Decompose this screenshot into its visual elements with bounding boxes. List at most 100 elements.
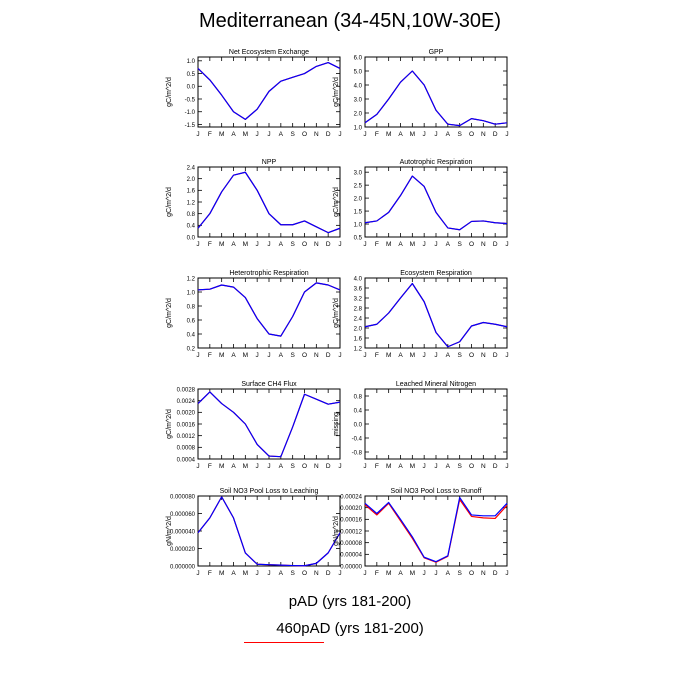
x-tick-label: S <box>290 131 295 138</box>
y-tick-label: -0.4 <box>352 436 363 442</box>
x-tick-label: D <box>493 463 498 470</box>
y-tick-label: 0.4 <box>187 224 196 230</box>
x-tick-label: J <box>434 352 437 359</box>
x-tick-label: F <box>375 570 379 577</box>
series-line-0 <box>364 282 508 348</box>
x-tick-label: D <box>493 352 498 359</box>
x-tick-label: M <box>410 352 415 359</box>
x-tick-label: F <box>375 131 379 138</box>
y-tick-label: 0.00020 <box>340 506 362 512</box>
panel-4: Heterotrophic Respiration gC/m^2/d 0.2 0.4 0… <box>166 270 342 359</box>
y-tick-label: 4.0 <box>354 276 363 282</box>
panel-title: Autotrophic Respiration <box>400 159 473 166</box>
y-tick-label: 0.0024 <box>177 399 196 405</box>
x-tick-label: J <box>196 241 199 248</box>
panel-title: NPP <box>262 159 277 166</box>
y-tick-label: 0.0016 <box>177 422 196 428</box>
x-tick-label: S <box>290 241 295 248</box>
x-tick-label: M <box>386 463 391 470</box>
legend-entry-460pad: 460pAD (yrs 181-200) <box>276 620 424 637</box>
x-tick-label: M <box>386 570 391 577</box>
x-tick-label: A <box>279 570 284 577</box>
y-tick-label: 0.000000 <box>170 564 196 570</box>
y-axis-label: gC/m^2/d <box>333 298 340 328</box>
x-tick-label: A <box>231 352 236 359</box>
x-tick-label: S <box>290 463 295 470</box>
x-tick-label: M <box>243 463 248 470</box>
x-tick-label: J <box>338 352 341 359</box>
x-tick-label: M <box>410 463 415 470</box>
x-tick-label: J <box>256 131 259 138</box>
y-tick-label: -1.5 <box>185 123 196 129</box>
y-tick-label: 6.0 <box>354 55 363 61</box>
plot-frame <box>364 495 508 567</box>
x-tick-label: D <box>493 570 498 577</box>
x-tick-label: O <box>302 241 307 248</box>
x-tick-label: J <box>423 463 426 470</box>
series-line-0 <box>197 496 341 567</box>
y-tick-label: 1.2 <box>187 200 196 206</box>
y-tick-label: 0.00008 <box>340 541 362 547</box>
x-tick-label: O <box>302 570 307 577</box>
figure-title: Mediterranean (34-45N,10W-30E) <box>198 10 501 32</box>
x-tick-label: M <box>410 241 415 248</box>
y-tick-label: 1.0 <box>187 59 196 65</box>
plot-frame <box>364 56 508 128</box>
plot-frame <box>364 388 508 460</box>
x-tick-label: J <box>338 463 341 470</box>
x-tick-label: J <box>196 463 199 470</box>
y-tick-label: 1.5 <box>354 209 363 215</box>
x-tick-label: J <box>423 352 426 359</box>
series-line-0 <box>197 391 341 458</box>
x-tick-label: J <box>363 463 366 470</box>
x-tick-label: O <box>469 352 474 359</box>
y-axis-label: missing <box>333 412 340 436</box>
y-axis-label: gC/m^2/d <box>166 187 173 217</box>
x-tick-label: M <box>219 352 224 359</box>
x-tick-label: A <box>446 131 451 138</box>
y-tick-label: 0.0 <box>354 422 363 428</box>
y-tick-label: 5.0 <box>354 69 363 75</box>
panel-5: Ecosystem Respiration gC/m^2/d 1.2 1.6 2.0 2.… <box>333 270 509 359</box>
x-tick-label: S <box>290 570 295 577</box>
x-tick-label: M <box>243 352 248 359</box>
x-tick-label: N <box>314 241 319 248</box>
y-tick-label: 0.0020 <box>177 411 196 417</box>
x-tick-label: J <box>363 352 366 359</box>
y-tick-label: 0.0012 <box>177 434 196 440</box>
x-tick-label: M <box>386 352 391 359</box>
series-line-0 <box>364 175 508 231</box>
x-tick-label: J <box>196 352 199 359</box>
y-tick-label: 2.4 <box>354 316 363 322</box>
x-tick-label: J <box>267 131 270 138</box>
x-tick-label: A <box>398 352 403 359</box>
y-tick-label: 0.5 <box>354 235 363 241</box>
x-tick-label: J <box>423 241 426 248</box>
panel-8: Soil NO3 Pool Loss to Leaching gN/m^2/d 0.… <box>166 488 342 577</box>
panel-7: Leached Mineral Nitrogen missing -0.8 -0.4 0… <box>333 381 509 470</box>
x-tick-label: N <box>314 570 319 577</box>
x-tick-label: A <box>231 241 236 248</box>
x-tick-label: F <box>208 241 212 248</box>
x-tick-label: J <box>423 570 426 577</box>
y-tick-label: 2.8 <box>354 306 363 312</box>
x-tick-label: A <box>279 241 284 248</box>
panel-6: Surface CH4 Flux gC/m^2/d 0.0004 0.0008 0.00… <box>166 381 342 470</box>
x-tick-label: O <box>302 463 307 470</box>
y-tick-label: 2.0 <box>187 177 196 183</box>
plot-frame <box>197 495 341 567</box>
x-tick-label: J <box>256 241 259 248</box>
y-tick-label: 1.6 <box>187 189 196 195</box>
x-tick-label: A <box>398 463 403 470</box>
series-line-0 <box>197 282 341 337</box>
x-tick-label: J <box>196 570 199 577</box>
y-axis-label: gN/m^2/d <box>166 516 173 546</box>
x-tick-label: F <box>208 463 212 470</box>
y-tick-label: 0.0008 <box>177 446 196 452</box>
x-tick-label: M <box>243 570 248 577</box>
panel-title: Soil NO3 Pool Loss to Leaching <box>220 488 319 495</box>
x-tick-label: A <box>231 463 236 470</box>
